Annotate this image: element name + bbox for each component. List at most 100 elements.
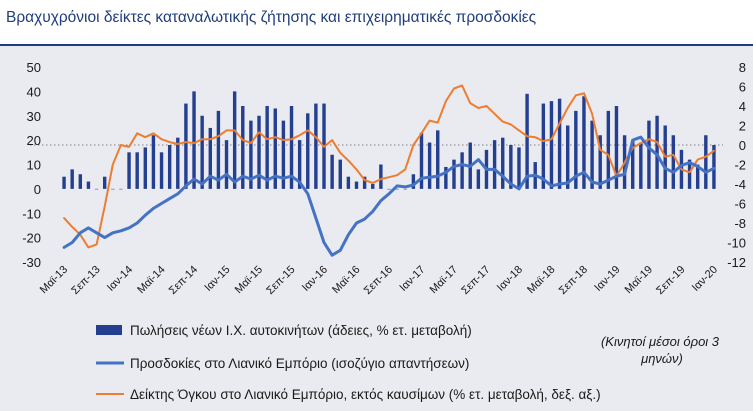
bar (452, 159, 456, 189)
y-left-tick-label: -20 (22, 231, 41, 246)
y-left-tick-label: 20 (27, 133, 41, 148)
bar (127, 152, 131, 189)
y-right-tick-label: -6 (734, 197, 746, 212)
bar (476, 169, 481, 189)
bar (265, 106, 269, 189)
bar (403, 188, 407, 190)
note-line-1: (Κινητοί μέσοι όροι 3 (601, 334, 720, 349)
bar (525, 93, 529, 189)
bar (362, 176, 367, 189)
bar (557, 98, 562, 189)
bar (582, 96, 586, 189)
y-right-tick-label: -4 (734, 177, 746, 192)
bar (330, 154, 334, 189)
bar (94, 188, 99, 190)
bar (687, 159, 692, 189)
x-tick-label: Σεπ-15 (264, 264, 297, 297)
x-tick-label: Σεπ-16 (362, 264, 395, 297)
x-tick-label: Σεπ-14 (167, 264, 200, 297)
bar (411, 174, 416, 189)
bar (176, 137, 180, 189)
y-left-tick-label: -10 (22, 206, 41, 221)
bar (192, 91, 196, 189)
bar (241, 106, 245, 189)
bar (549, 101, 554, 189)
x-tick-label: Ιαν-18 (495, 264, 525, 294)
bar (509, 145, 513, 189)
bar (208, 127, 212, 189)
bar (338, 159, 342, 189)
bar (346, 176, 351, 189)
bar (695, 164, 700, 189)
bar (232, 91, 237, 189)
x-tick-label: Μαϊ-13 (38, 264, 70, 296)
bar (62, 176, 66, 189)
x-tick-label: Μαϊ-18 (525, 264, 557, 296)
bar (257, 115, 261, 189)
x-tick-label: Σεπ-13 (69, 264, 102, 297)
chart-title: Βραχυχρόνιοι δείκτες καταναλωτικής ζήτησ… (6, 9, 537, 26)
y-right-tick-label: 8 (739, 60, 746, 75)
y-right-tick-label: -2 (734, 158, 746, 173)
bar (419, 132, 424, 189)
legend: Πωλήσεις νέων Ι.Χ. αυτοκινήτων (άδειες, … (96, 323, 601, 402)
bar (354, 181, 359, 189)
bar (281, 120, 286, 189)
bar (541, 103, 546, 189)
bar (671, 135, 676, 189)
bar (371, 184, 375, 189)
bar (184, 103, 188, 189)
bar (70, 169, 74, 189)
legend-swatch-car-sales (96, 325, 122, 335)
x-tick-label: Ιαν-20 (690, 264, 720, 294)
bar (598, 135, 602, 189)
bar (379, 164, 383, 189)
bar (135, 152, 139, 189)
bar (216, 110, 221, 189)
x-tick-label: Σεπ-18 (557, 264, 590, 297)
bar (436, 130, 440, 189)
bar (224, 140, 229, 189)
bar (395, 188, 399, 190)
bar (200, 115, 204, 189)
bar (297, 140, 302, 189)
bar (517, 147, 521, 189)
bar (566, 125, 570, 189)
bar (273, 108, 277, 189)
y-right-tick-label: 2 (739, 119, 746, 134)
line-series-group (62, 84, 716, 257)
bar (655, 115, 659, 189)
x-tick-label: Μαϊ-15 (233, 264, 265, 296)
bar (501, 137, 505, 189)
y-right-tick-labels: 8 6 4 2 0 -2 -4 -6 -8 -10 -12 (727, 60, 746, 270)
bar (387, 188, 391, 190)
x-tick-label: Μαϊ-17 (428, 264, 460, 296)
bar (444, 166, 448, 189)
bar (630, 140, 635, 189)
bar (159, 152, 164, 189)
y-right-tick-label: -12 (727, 255, 746, 270)
legend-label-car-sales: Πωλήσεις νέων Ι.Χ. αυτοκινήτων (άδειες, … (130, 323, 472, 338)
legend-label-retail-expectations: Προσδοκίες στο Λιανικό Εμπόριο (ισοζύγιο… (130, 356, 469, 371)
x-tick-label: Μαϊ-19 (623, 264, 655, 296)
bar (590, 120, 594, 189)
bar (102, 176, 107, 189)
bar (289, 106, 294, 189)
bar (427, 142, 432, 189)
x-tick-label: Ιαν-16 (300, 264, 330, 294)
y-left-tick-label: 10 (27, 158, 41, 173)
x-tick-label: Μαϊ-16 (330, 264, 362, 296)
bar (78, 174, 83, 189)
x-tick-label: Μαϊ-14 (135, 264, 167, 296)
y-left-tick-labels: 50 40 30 20 10 0 -10 -20 -30 (22, 60, 41, 270)
bar (249, 120, 253, 189)
bar (574, 110, 578, 189)
bar (119, 188, 123, 190)
bar (639, 142, 643, 189)
y-right-tick-label: -10 (727, 236, 746, 251)
y-left-tick-label: 30 (27, 109, 41, 124)
bar (492, 140, 497, 189)
x-tick-label: Σεπ-17 (459, 264, 492, 297)
